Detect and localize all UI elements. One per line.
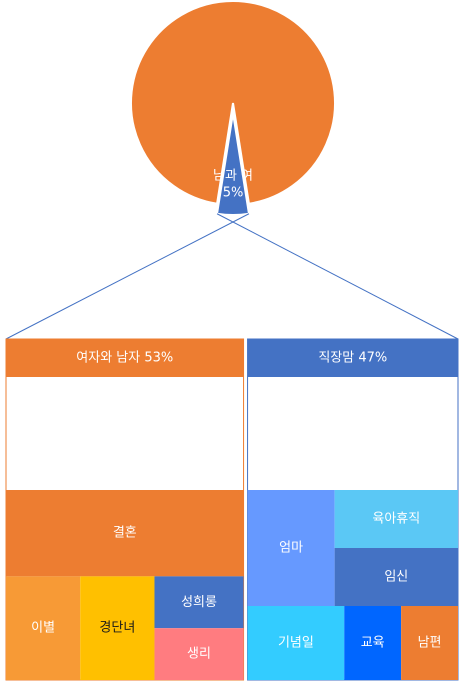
tile-label: 결혼 [113, 526, 137, 541]
tile-label: 남편 [418, 636, 442, 651]
tile-mom [247, 490, 335, 606]
treemap: 여자와 남자 53% 결혼 이별 경단녀 성희롱 생리 직장맘 47% 엄마 육… [5, 338, 459, 681]
tile-parental-leave [334, 490, 458, 548]
pie-slice-value: 5% [223, 186, 244, 201]
tile-label: 경단녀 [99, 621, 135, 636]
tile-label: 이별 [31, 621, 55, 636]
tile-label: 성희롱 [181, 595, 217, 610]
tile-harassment [154, 576, 244, 629]
group-working-moms: 직장맘 47% 엄마 육아휴직 임신 기념일 교육 남편 [247, 338, 459, 681]
tile-period [154, 628, 244, 680]
pie-slice-main [130, 0, 336, 205]
group-header [6, 339, 244, 377]
tile-breakup [6, 576, 81, 680]
group-header-label: 여자와 남자 53% [76, 351, 173, 366]
tile-label: 엄마 [279, 541, 303, 556]
connector-line-left [5, 213, 250, 340]
tile-label: 육아휴직 [372, 512, 420, 527]
pie-chart: 남과 여 5% [130, 0, 336, 216]
connector-lines [5, 213, 459, 340]
tile-label: 기념일 [278, 636, 314, 651]
connector-line-right [216, 213, 459, 340]
tile-marriage [6, 490, 244, 577]
tile-label: 생리 [187, 647, 211, 662]
tile-label: 임신 [384, 570, 408, 585]
tile-career-break [80, 576, 155, 680]
group-header-label: 직장맘 47% [318, 351, 387, 366]
group-women-and-men: 여자와 남자 53% 결혼 이별 경단녀 성희롱 생리 [5, 338, 245, 681]
group-header [247, 339, 458, 377]
tile-label: 교육 [361, 636, 385, 651]
tile-husband [401, 606, 458, 680]
tile-education [344, 606, 402, 680]
tile-pregnancy [334, 548, 458, 606]
tile-anniversary [247, 606, 345, 680]
pie-slice-label: 남과 여 [213, 169, 253, 184]
